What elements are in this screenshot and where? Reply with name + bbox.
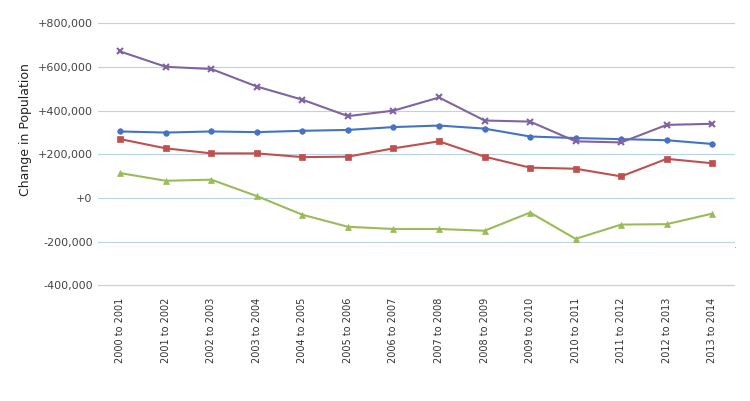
Natural Increase — [252, 130, 261, 134]
Domestic Migration — [480, 228, 489, 233]
International Immigration — [161, 146, 170, 151]
Domestic Migration — [616, 222, 626, 227]
Natural Increase — [207, 129, 216, 134]
International Immigration — [207, 151, 216, 156]
Natural Increase — [116, 129, 124, 134]
Total Change in Population — [662, 122, 671, 127]
Natural Increase — [434, 123, 443, 128]
Domestic Migration — [708, 211, 717, 216]
Total Change in Population — [616, 140, 626, 145]
International Immigration — [616, 174, 626, 179]
Natural Increase — [526, 134, 535, 139]
Line: Total Change in Population: Total Change in Population — [117, 48, 716, 146]
International Immigration — [572, 166, 580, 171]
Domestic Migration — [344, 225, 352, 229]
Total Change in Population — [480, 118, 489, 123]
Domestic Migration — [662, 222, 671, 227]
Total Change in Population — [708, 122, 717, 126]
Natural Increase — [298, 128, 307, 133]
Total Change in Population — [389, 108, 398, 113]
Domestic Migration — [116, 171, 124, 176]
Natural Increase — [662, 138, 671, 143]
International Immigration — [344, 154, 352, 159]
Total Change in Population — [526, 119, 535, 124]
Domestic Migration — [389, 227, 398, 231]
Natural Increase — [616, 137, 626, 142]
Domestic Migration — [252, 194, 261, 198]
International Immigration — [434, 139, 443, 144]
International Immigration — [116, 137, 124, 142]
Total Change in Population — [207, 67, 216, 71]
International Immigration — [480, 154, 489, 159]
Total Change in Population — [161, 65, 170, 69]
International Immigration — [526, 165, 535, 170]
International Immigration — [298, 155, 307, 160]
Domestic Migration — [161, 178, 170, 183]
Total Change in Population — [572, 139, 580, 144]
International Immigration — [389, 146, 398, 151]
Total Change in Population — [116, 49, 124, 54]
Domestic Migration — [572, 237, 580, 241]
Line: International Immigration: International Immigration — [118, 136, 715, 179]
Natural Increase — [708, 142, 717, 146]
Total Change in Population — [252, 84, 261, 89]
Natural Increase — [572, 136, 580, 140]
Natural Increase — [480, 126, 489, 131]
Line: Natural Increase: Natural Increase — [118, 123, 715, 147]
Domestic Migration — [526, 210, 535, 215]
International Immigration — [252, 151, 261, 156]
Domestic Migration — [434, 227, 443, 231]
International Immigration — [708, 161, 717, 166]
Y-axis label: Change in Population: Change in Population — [19, 63, 32, 196]
Natural Increase — [389, 125, 398, 130]
Total Change in Population — [344, 114, 352, 119]
International Immigration — [662, 156, 671, 161]
Domestic Migration — [207, 177, 216, 182]
Natural Increase — [344, 128, 352, 132]
Total Change in Population — [434, 95, 443, 100]
Total Change in Population — [298, 97, 307, 102]
Line: Domestic Migration: Domestic Migration — [117, 170, 716, 242]
Domestic Migration — [298, 213, 307, 217]
Natural Increase — [161, 130, 170, 135]
